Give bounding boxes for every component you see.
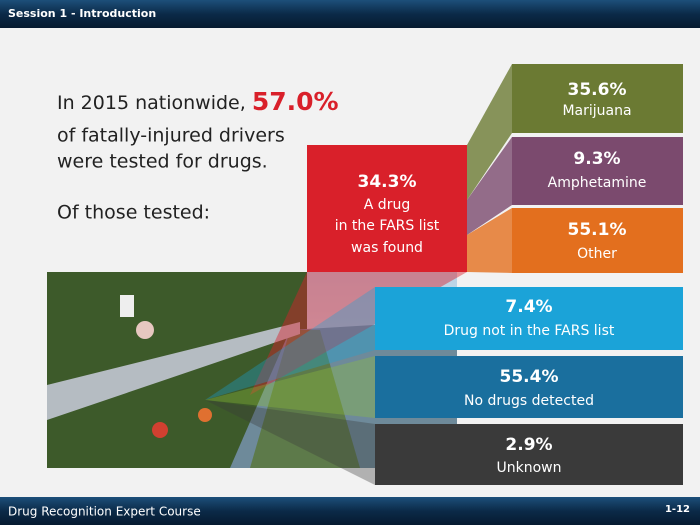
intro-line: Of those tested: xyxy=(57,202,210,224)
page-number: 1-12 xyxy=(665,504,690,515)
breakdown-value: 35.6% xyxy=(568,80,627,100)
other-label: Unknown xyxy=(497,460,562,476)
breakdown-label: Amphetamine xyxy=(548,175,647,191)
found-line: in the FARS list xyxy=(335,218,440,234)
slide: Session 1 - Introduction In 2015 nationw… xyxy=(0,0,700,525)
breakdown-value: 55.1% xyxy=(568,220,627,240)
breakdown-label: Marijuana xyxy=(562,103,631,119)
course-label: Drug Recognition Expert Course xyxy=(8,505,201,519)
other-box xyxy=(512,208,683,273)
other-label: No drugs detected xyxy=(464,393,594,409)
page: Session 1 - Introduction In 2015 nationw… xyxy=(0,0,700,529)
other-value: 55.4% xyxy=(500,367,559,387)
breakdown-value: 9.3% xyxy=(573,149,620,169)
intro-line: of fatally-injured drivers xyxy=(57,125,285,147)
other-value: 7.4% xyxy=(505,297,552,317)
breakdown-label: Other xyxy=(577,246,617,262)
amphetamine-box xyxy=(512,137,683,205)
found-line: was found xyxy=(351,240,423,256)
session-label: Session 1 - Introduction xyxy=(8,7,156,20)
intro-highlight: 57.0% xyxy=(252,87,339,116)
found-line: A drug xyxy=(364,197,410,213)
intro-line: were tested for drugs. xyxy=(57,151,268,173)
intro-lead: In 2015 nationwide, xyxy=(57,92,246,114)
other-label: Drug not in the FARS list xyxy=(444,323,615,339)
other-value: 2.9% xyxy=(505,435,552,455)
found-value: 34.3% xyxy=(358,172,417,192)
intro-line: In 2015 nationwide, 57.0% xyxy=(57,87,339,116)
